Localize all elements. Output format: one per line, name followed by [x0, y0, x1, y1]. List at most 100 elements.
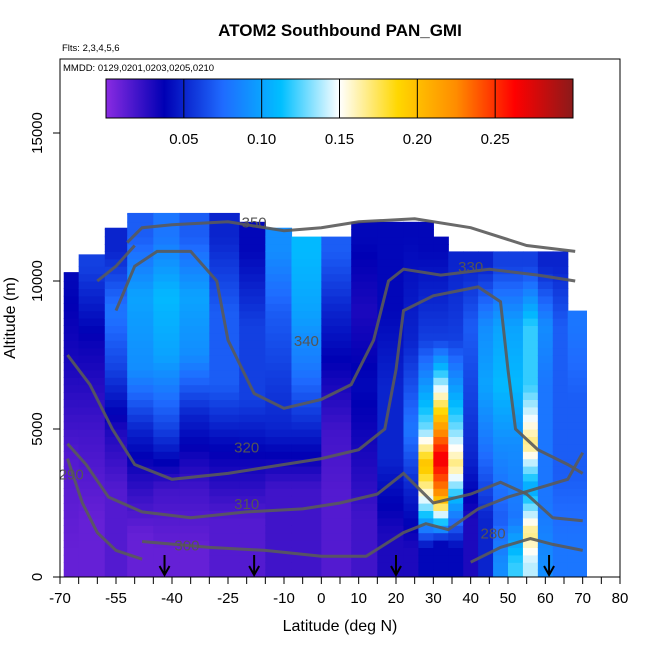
heatmap-cell [351, 347, 378, 356]
heatmap-cell [127, 480, 154, 489]
heatmap-cell [179, 510, 210, 519]
heatmap-cell [537, 414, 554, 423]
heatmap-cell [179, 480, 210, 489]
heatmap-cell [104, 318, 128, 326]
heatmap-cell [403, 295, 419, 304]
heatmap-cell [291, 236, 322, 245]
heatmap-cell [291, 244, 322, 252]
heatmap-cell [537, 318, 554, 326]
heatmap-cell [377, 414, 405, 423]
heatmap-cell [239, 480, 266, 489]
heatmap-cell [493, 554, 509, 563]
heatmap-cell [493, 540, 509, 548]
heatmap-cell [448, 369, 464, 378]
heatmap-cell [522, 303, 539, 312]
heatmap-cell [522, 532, 539, 541]
heatmap-cell [403, 517, 419, 526]
heatmap-cell [63, 569, 80, 577]
heatmap-cell [552, 554, 569, 563]
heatmap-cell [567, 473, 587, 482]
heatmap-cell [351, 288, 378, 297]
heatmap-cell [265, 532, 293, 541]
heatmap-cell [265, 488, 293, 497]
contour-label: 310 [234, 496, 259, 513]
heatmap-cell [63, 547, 80, 556]
heatmap-cell [127, 325, 154, 334]
heatmap-cell [291, 273, 322, 282]
heatmap-cell [567, 332, 587, 341]
heatmap-cell [508, 251, 524, 260]
heatmap-cell [153, 347, 181, 356]
heatmap-cell [321, 436, 352, 445]
heatmap-cell [239, 355, 266, 363]
heatmap-cell [403, 251, 419, 260]
heatmap-cell [153, 517, 181, 526]
heatmap-cell [321, 495, 352, 504]
heatmap-cell [265, 451, 293, 460]
heatmap-cell [448, 451, 464, 460]
heatmap-cell [127, 540, 154, 548]
heatmap-cell [209, 480, 240, 489]
heatmap-cell [179, 355, 210, 363]
heatmap-cell [209, 355, 240, 363]
heatmap-cell [265, 295, 293, 304]
heatmap-cell [104, 540, 128, 548]
heatmap-cell [239, 229, 266, 238]
heatmap-cell [209, 503, 240, 511]
heatmap-cell [377, 288, 405, 297]
heatmap-cell [265, 340, 293, 349]
heatmap-cell [537, 554, 554, 563]
heatmap-cell [552, 295, 569, 304]
heatmap-cell [377, 532, 405, 541]
heatmap-cell [552, 303, 569, 312]
heatmap-cell [522, 377, 539, 386]
heatmap-cell [377, 466, 405, 474]
heatmap-cell [433, 273, 449, 282]
heatmap-cell [104, 384, 128, 393]
heatmap-cell [552, 517, 569, 526]
heatmap-cell [265, 377, 293, 386]
heatmap-cell [493, 318, 509, 326]
heatmap-cell [403, 473, 419, 482]
heatmap-cell [265, 236, 293, 245]
heatmap-cell [127, 458, 154, 467]
heatmap-cell [179, 273, 210, 282]
heatmap-cell [78, 258, 106, 267]
heatmap-cell [377, 495, 405, 504]
x-tick-label: 60 [537, 590, 554, 607]
heatmap-cell [351, 325, 378, 334]
contour-line-340 [96, 244, 136, 283]
heatmap-cell [265, 480, 293, 489]
heatmap-cell [403, 384, 419, 393]
heatmap-cell [463, 399, 479, 408]
heatmap-cell [351, 532, 378, 541]
heatmap-cell [78, 547, 106, 556]
heatmap-cell [463, 347, 479, 356]
heatmap-cell [127, 244, 154, 252]
heatmap-cell [377, 340, 405, 349]
heatmap-cell [463, 295, 479, 304]
heatmap-cell [522, 488, 539, 497]
heatmap-cell [209, 532, 240, 541]
heatmap-cell [403, 510, 419, 519]
heatmap-cell [418, 414, 434, 423]
heatmap-cell [209, 214, 240, 223]
heatmap-cell [493, 421, 509, 430]
heatmap-cell [104, 466, 128, 474]
heatmap-cell [552, 406, 569, 415]
heatmap-cell [508, 295, 524, 304]
heatmap-cell [567, 377, 587, 386]
heatmap-cell [403, 244, 419, 252]
heatmap-cell [265, 266, 293, 275]
heatmap-cell [448, 251, 464, 260]
heatmap-cell [478, 251, 494, 260]
heatmap-cell [493, 443, 509, 452]
heatmap-cell [239, 244, 266, 252]
heatmap-cell [265, 273, 293, 282]
heatmap-cell [478, 355, 494, 363]
heatmap-cell [463, 355, 479, 363]
heatmap-cell [265, 251, 293, 260]
heatmap-cell [567, 421, 587, 430]
heatmap-cell [567, 347, 587, 356]
heatmap-cell [448, 562, 464, 571]
